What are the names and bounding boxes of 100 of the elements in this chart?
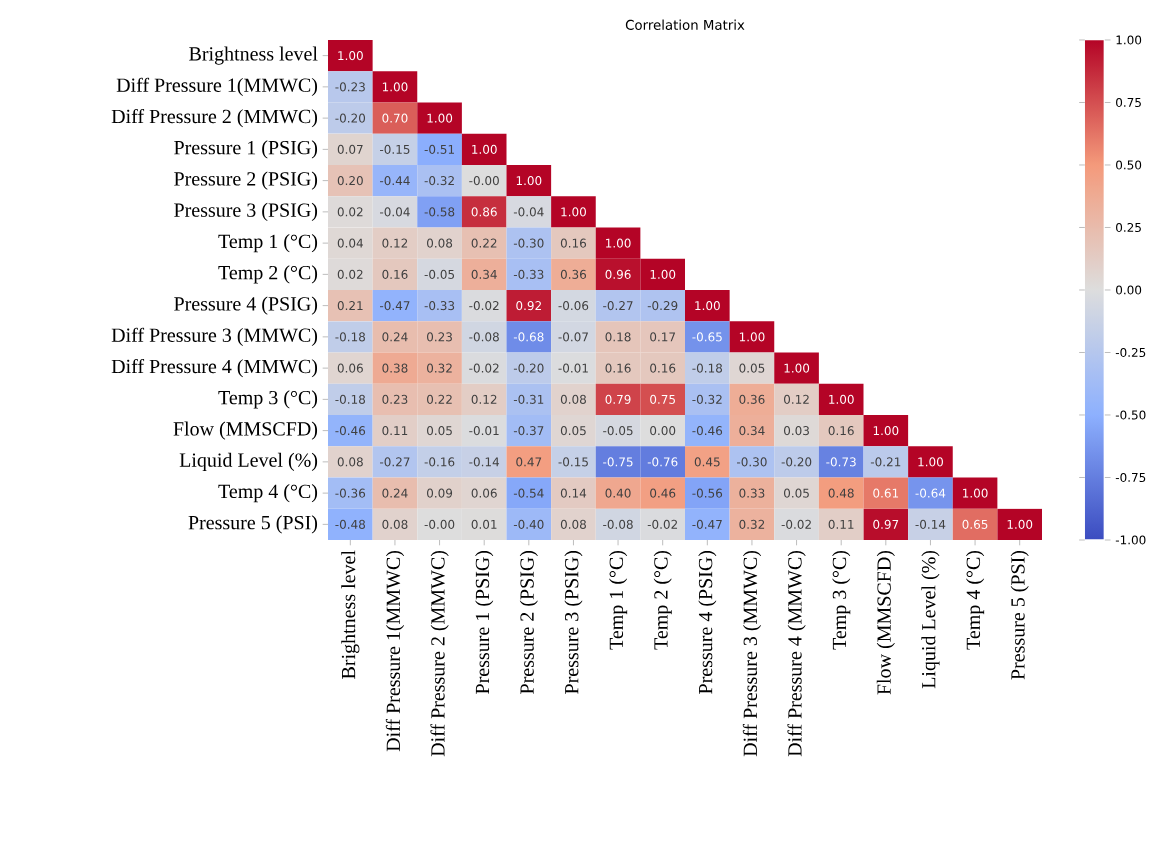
data-label: 0.46 [650, 488, 676, 498]
data-label: -0.65 [692, 332, 722, 342]
data-label: 0.65 [962, 519, 988, 529]
data-label: -0.27 [380, 457, 410, 467]
data-label: -0.00 [469, 176, 499, 186]
data-label: 1.00 [739, 332, 765, 342]
data-label: -0.30 [513, 238, 544, 248]
data-label: 1.00 [963, 488, 988, 498]
data-label: 0.12 [784, 394, 809, 404]
data-label: 0.00 [650, 426, 676, 436]
data-label: -0.08 [603, 519, 633, 529]
data-label: 0.16 [382, 269, 408, 279]
data-label: -0.16 [424, 457, 455, 467]
data-label: -0.21 [870, 457, 901, 467]
data-label: 0.05 [739, 363, 765, 373]
y-tick-label: Diff Pressure 4 (MMWC) [111, 358, 318, 378]
data-label: -0.29 [647, 301, 678, 311]
y-tick-label: Temp 3 (°C) [218, 390, 318, 409]
data-label: 0.21 [337, 301, 363, 311]
data-label: -0.01 [469, 426, 499, 436]
y-tick-label: Brightness level [189, 46, 318, 65]
data-label: -0.75 [603, 457, 633, 467]
data-label: 0.06 [337, 363, 363, 373]
data-label: 0.92 [516, 301, 541, 311]
data-label: 0.06 [471, 488, 497, 498]
data-label: 0.40 [605, 488, 631, 498]
data-label: -0.76 [647, 457, 678, 467]
data-label: -0.33 [513, 269, 544, 279]
y-tick-label: Temp 2 (°C) [218, 265, 318, 284]
data-label: 1.00 [472, 144, 497, 154]
color-bar-label: 0.75 [1116, 97, 1141, 108]
x-tick-label: Diff Pressure 3 (MMWC) [742, 550, 762, 757]
data-label: -0.04 [513, 207, 544, 217]
data-label: 0.11 [828, 519, 854, 529]
data-label: 0.32 [427, 363, 452, 373]
data-label: -0.20 [781, 457, 812, 467]
data-label: 0.22 [471, 238, 497, 248]
data-label: -0.58 [424, 207, 455, 217]
data-label: -0.18 [335, 394, 366, 404]
data-label: 0.47 [516, 457, 542, 467]
data-label: 0.48 [828, 488, 854, 498]
color-bar-label: 1.00 [1116, 35, 1142, 45]
x-tick-label: Liquid Level (%) [921, 550, 940, 689]
data-label: 1.00 [829, 394, 854, 404]
x-tick-label: Diff Pressure 2 (MMWC) [430, 550, 449, 757]
y-tick-label: Temp 1 (°C) [218, 234, 318, 253]
data-label: -0.46 [335, 426, 366, 436]
data-label: -0.48 [335, 519, 366, 529]
color-bar-label: -0.25 [1115, 347, 1146, 358]
data-label: -0.23 [335, 82, 365, 92]
data-label: 0.36 [739, 394, 765, 404]
data-label: 0.97 [873, 519, 899, 529]
data-label: 0.05 [784, 488, 809, 498]
data-label: 0.05 [560, 426, 586, 436]
x-tick-label: Pressure 5 (PSI) [1010, 550, 1029, 680]
y-tick-label: Pressure 3 (PSIG) [174, 202, 318, 221]
data-label: 0.34 [471, 269, 497, 279]
data-label: 0.75 [650, 394, 675, 404]
data-label: 1.00 [516, 176, 542, 186]
data-label: 0.96 [605, 269, 631, 279]
y-tick-label: Liquid Level (%) [179, 452, 318, 471]
data-label: 0.07 [337, 144, 363, 154]
data-label: 1.00 [561, 207, 586, 217]
data-label: 0.16 [828, 426, 854, 436]
x-tick-label: Temp 2 (°C) [653, 550, 672, 650]
x-tick-label: Pressure 4 (PSIG) [698, 550, 717, 694]
data-label: 0.16 [650, 363, 676, 373]
data-label: 0.36 [560, 269, 587, 279]
color-bar-label: 0.00 [1116, 285, 1142, 295]
data-label: -0.40 [513, 519, 544, 529]
x-tick-label: Pressure 2 (PSIG) [519, 550, 538, 694]
x-tick-label: Temp 4 (°C) [966, 550, 985, 650]
data-label: -0.68 [513, 332, 544, 342]
y-tick-label: Flow (MMSCFD) [173, 421, 318, 440]
data-label: 0.16 [605, 363, 631, 373]
x-tick-label: Pressure 1 (PSIG) [475, 550, 494, 694]
data-label: -0.15 [558, 457, 588, 467]
data-label: 1.00 [427, 113, 453, 123]
data-label: 1.00 [695, 301, 720, 311]
data-label: -0.47 [692, 519, 722, 529]
data-label: 0.70 [382, 113, 408, 123]
data-label: 0.14 [560, 488, 587, 498]
y-tick-label: Pressure 4 (PSIG) [174, 296, 318, 315]
data-label: -0.04 [380, 207, 410, 217]
data-label: -0.31 [513, 394, 544, 404]
data-label: -0.18 [692, 363, 723, 373]
data-label: 1.00 [650, 269, 676, 279]
data-label: -0.14 [469, 457, 500, 467]
data-label: 0.08 [427, 238, 453, 248]
data-label: -0.32 [424, 176, 454, 186]
data-label: 0.20 [337, 176, 363, 186]
x-tick-label: Flow (MMSCFD) [876, 550, 895, 695]
y-tick-label: Diff Pressure 1(MMWC) [116, 77, 318, 97]
y-tick-label: Pressure 5 (PSI) [188, 515, 318, 534]
data-label: 1.00 [382, 82, 408, 92]
data-label: -0.02 [469, 301, 499, 311]
data-label: -0.20 [335, 113, 366, 123]
data-label: 1.00 [784, 363, 810, 373]
data-label: 0.18 [605, 332, 631, 342]
data-label: 0.11 [382, 426, 408, 436]
